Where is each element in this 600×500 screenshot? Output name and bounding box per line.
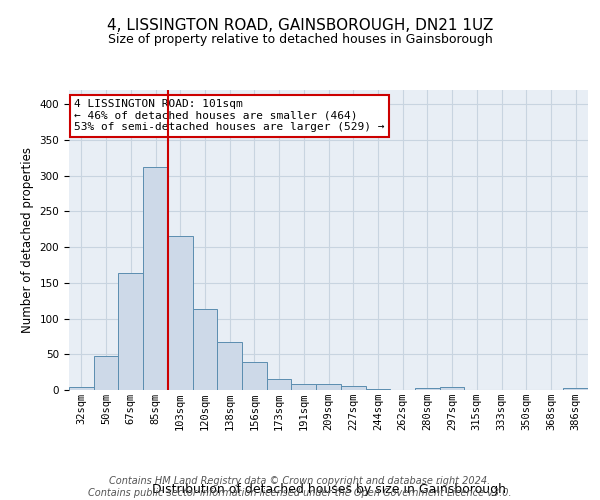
Bar — [242, 362, 267, 390]
Bar — [118, 273, 143, 390]
Bar — [143, 167, 168, 390]
Bar — [168, 236, 193, 390]
Bar — [217, 342, 242, 390]
Bar — [341, 386, 365, 390]
Text: 4, LISSINGTON ROAD, GAINSBOROUGH, DN21 1UZ: 4, LISSINGTON ROAD, GAINSBOROUGH, DN21 1… — [107, 18, 493, 32]
Bar — [365, 388, 390, 390]
Bar — [193, 308, 217, 390]
Bar — [415, 388, 440, 390]
Bar — [316, 384, 341, 390]
Text: Size of property relative to detached houses in Gainsborough: Size of property relative to detached ho… — [107, 32, 493, 46]
X-axis label: Distribution of detached houses by size in Gainsborough: Distribution of detached houses by size … — [151, 483, 505, 496]
Bar — [292, 384, 316, 390]
Bar — [94, 356, 118, 390]
Bar — [563, 388, 588, 390]
Text: 4 LISSINGTON ROAD: 101sqm
← 46% of detached houses are smaller (464)
53% of semi: 4 LISSINGTON ROAD: 101sqm ← 46% of detac… — [74, 99, 385, 132]
Bar — [440, 387, 464, 390]
Bar — [69, 387, 94, 390]
Bar — [267, 380, 292, 390]
Y-axis label: Number of detached properties: Number of detached properties — [21, 147, 34, 333]
Text: Contains HM Land Registry data © Crown copyright and database right 2024.
Contai: Contains HM Land Registry data © Crown c… — [88, 476, 512, 498]
